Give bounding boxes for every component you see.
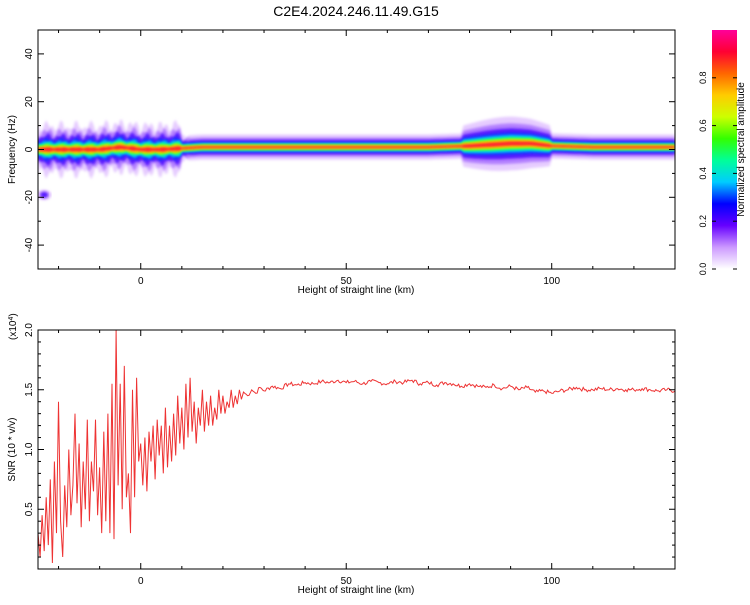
snr-x-axis-label: Height of straight line (km) <box>298 585 415 596</box>
colorbar: 0.0 0.2 0.4 0.6 0.8 Normalized spectral ampl… <box>698 30 747 275</box>
spectrogram-spot-inner <box>40 191 49 198</box>
snr-series-line <box>38 330 675 564</box>
spectrogram-y-axis-label: Frequency (Hz) <box>7 115 18 184</box>
x-tick-label: 0 <box>138 576 144 587</box>
y-tick-label: 2.0 <box>24 323 35 337</box>
x-tick-label: 50 <box>341 276 353 287</box>
y-tick-label: -20 <box>24 190 35 205</box>
x-tick-label: 100 <box>543 276 560 287</box>
colorbar-tick-label: 0.2 <box>698 215 708 228</box>
snr-y-axis-label: SNR (10 * v/v) <box>7 418 18 482</box>
colorbar-gradient <box>712 30 737 269</box>
colorbar-ticks: 0.0 0.2 0.4 0.6 0.8 <box>698 72 737 276</box>
colorbar-tick-label: 0.6 <box>698 119 708 132</box>
spectrogram-band <box>38 116 675 200</box>
y-tick-label: 0.5 <box>24 502 35 516</box>
spectrogram-x-axis-label: Height of straight line (km) <box>298 285 415 296</box>
snr-axes: 0 50 100 0.5 1.0 1.5 2.0 <box>24 323 676 587</box>
spectrogram-axes: 0 50 100 -40 -20 0 20 40 <box>24 29 676 287</box>
colorbar-tick-label: 0.0 <box>698 263 708 276</box>
y-tick-label: 20 <box>24 96 35 108</box>
colorbar-label: Normalized spectral amplitude <box>736 82 747 217</box>
spectrogram-contour-layer <box>38 141 675 152</box>
x-tick-label: 100 <box>543 576 560 587</box>
y-tick-label: 40 <box>24 48 35 60</box>
x-tick-label: 50 <box>341 576 353 587</box>
snr-multiplier-label: (x104) <box>8 313 19 340</box>
y-tick-label: 1.0 <box>24 442 35 456</box>
colorbar-tick-label: 0.4 <box>698 167 708 180</box>
snr-series-group <box>38 330 675 564</box>
figure-title: C2E4.2024.246.11.49.G15 <box>273 3 439 19</box>
y-tick-label: -40 <box>24 237 35 252</box>
colorbar-tick-label: 0.8 <box>698 72 708 85</box>
y-tick-label: 0 <box>24 146 35 152</box>
spectrogram-panel: 0 50 100 -40 -20 0 20 40 Height of straight lin… <box>7 29 676 296</box>
y-tick-label: 1.5 <box>24 382 35 396</box>
snr-panel: 0 50 100 0.5 1.0 1.5 2.0 Height of straight li… <box>7 313 676 596</box>
x-tick-label: 0 <box>138 276 144 287</box>
